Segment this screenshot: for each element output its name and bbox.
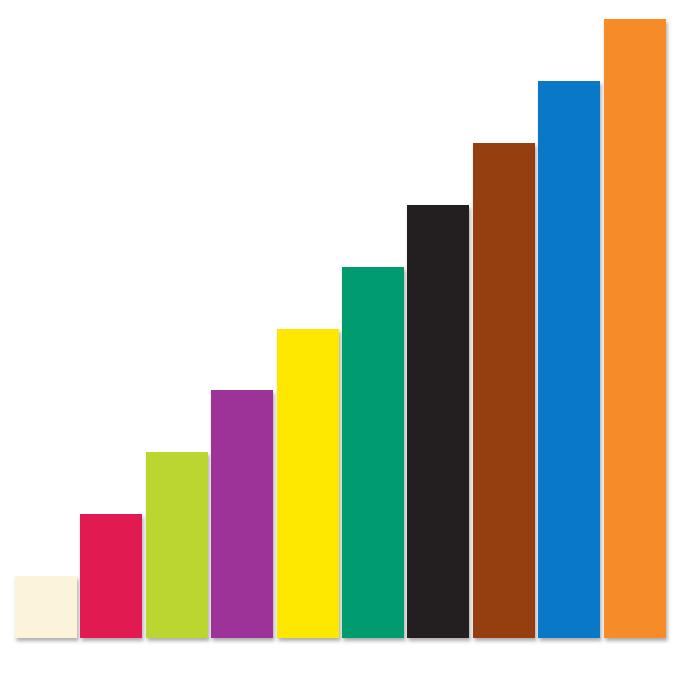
rod-dark-green bbox=[341, 266, 404, 638]
rod-blue bbox=[538, 80, 601, 638]
rod-white bbox=[15, 576, 77, 638]
rod-staircase bbox=[15, 19, 666, 638]
rod-red bbox=[80, 514, 143, 638]
rod-purple bbox=[211, 390, 274, 638]
rod-brown bbox=[472, 142, 535, 638]
rod-orange bbox=[603, 19, 666, 638]
rod-light-green bbox=[145, 452, 208, 638]
rod-black bbox=[407, 204, 470, 638]
rod-yellow bbox=[276, 328, 339, 638]
